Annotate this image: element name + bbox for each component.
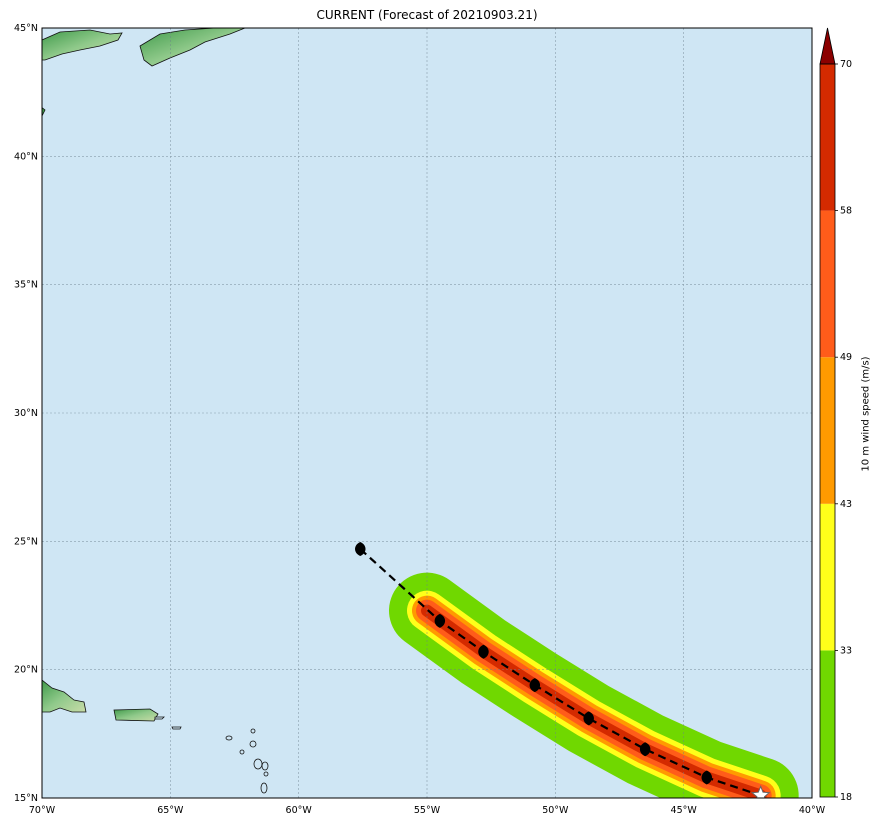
lat-tick-label: 45°N	[14, 23, 38, 34]
lon-tick-label: 45°W	[671, 805, 698, 816]
map-frame	[41, 27, 813, 799]
colorbar-segment	[820, 64, 835, 211]
colorbar-tick-label: 18	[840, 792, 852, 803]
axis-tick-labels: 70°W 65°W 60°W 55°W 50°W 45°W 40°W 15°N 20°N 25°N…	[14, 23, 826, 816]
land-lesser-antilles	[225, 728, 269, 794]
lat-tick-label: 35°N	[14, 280, 38, 291]
lon-tick-label: 65°W	[157, 805, 184, 816]
lon-tick-label: 60°W	[286, 805, 313, 816]
colorbar-extend-arrow	[819, 27, 836, 65]
lon-tick-label: 50°W	[542, 805, 569, 816]
colorbar-tick-label: 33	[840, 645, 852, 656]
track-position-marker	[529, 678, 541, 693]
lon-tick-label: 70°W	[29, 805, 56, 816]
storm-track	[355, 542, 771, 798]
track-position-marker	[583, 711, 594, 726]
track-line	[359, 548, 762, 797]
colorbar-title: 10 m wind speed (m/s)	[860, 356, 872, 472]
lon-tick-label: 55°W	[414, 805, 441, 816]
land-newfoundland	[139, 28, 246, 67]
land-nova-scotia	[42, 29, 123, 61]
colorbar-tick-label: 49	[840, 352, 852, 363]
track-position-marker	[701, 770, 713, 785]
colorbar: 18 33 43 49 58 70	[819, 27, 852, 803]
colorbar-tick-label: 43	[840, 499, 852, 510]
track-position-marker	[355, 542, 366, 557]
colorbar-frame	[819, 63, 836, 798]
lat-tick-label: 20°N	[14, 665, 38, 676]
track-position-marker	[478, 644, 489, 659]
lon-tick-label: 40°W	[799, 805, 826, 816]
track-position-marker	[639, 742, 651, 757]
colorbar-tick-label: 70	[840, 59, 852, 70]
colorbar-segment	[820, 503, 835, 651]
colorbar-segment	[820, 357, 835, 504]
lat-tick-label: 30°N	[14, 408, 38, 419]
map-title: CURRENT (Forecast of 20210903.21)	[316, 8, 538, 22]
track-position-marker	[434, 613, 446, 628]
colorbar-segment	[820, 210, 835, 358]
lat-tick-label: 25°N	[14, 536, 38, 547]
lat-tick-label: 15°N	[14, 793, 38, 804]
land-hispaniola	[42, 679, 87, 713]
star-icon	[750, 785, 771, 798]
land-puerto-rico	[113, 708, 182, 730]
lat-tick-label: 40°N	[14, 151, 38, 162]
colorbar-tick-label: 58	[840, 206, 852, 217]
colorbar-segment	[820, 650, 835, 797]
map-gridlines	[42, 28, 812, 798]
